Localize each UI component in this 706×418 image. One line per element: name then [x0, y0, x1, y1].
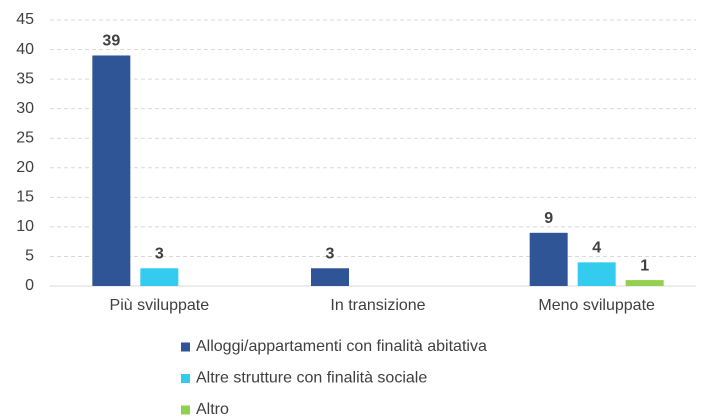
- x-tick-label: Più sviluppate: [110, 297, 210, 314]
- legend-swatch: [181, 374, 190, 383]
- data-label: 9: [544, 210, 553, 227]
- y-tick-label: 5: [25, 248, 34, 265]
- y-tick-label: 40: [16, 41, 34, 58]
- y-tick-label: 30: [16, 100, 34, 117]
- bar: [625, 280, 664, 286]
- x-tick-label: In transizione: [330, 297, 425, 314]
- legend-swatch: [181, 405, 190, 415]
- data-label: 1: [640, 257, 649, 274]
- y-tick-label: 10: [16, 218, 34, 235]
- y-tick-label: 0: [25, 277, 34, 294]
- bar: [529, 232, 568, 286]
- y-tick-label: 25: [16, 129, 34, 146]
- data-label: 3: [326, 245, 335, 262]
- y-tick-label: 20: [16, 159, 34, 176]
- legend-label: Altre strutture con finalità sociale: [196, 370, 427, 387]
- y-tick-label: 15: [16, 189, 34, 206]
- y-tick-label: 35: [16, 70, 34, 87]
- bar: [577, 262, 616, 286]
- legend-label: Altro: [196, 401, 229, 418]
- legend-swatch: [181, 342, 190, 352]
- y-tick-label: 45: [16, 11, 34, 28]
- bar: [140, 268, 179, 286]
- data-label: 4: [592, 240, 601, 257]
- bar: [311, 268, 349, 286]
- data-label: 3: [155, 245, 164, 262]
- data-label: 39: [102, 33, 120, 50]
- legend-label: Alloggi/appartamenti con finalità abitat…: [196, 338, 487, 355]
- x-tick-label: Meno sviluppate: [538, 297, 655, 314]
- bar: [92, 55, 131, 286]
